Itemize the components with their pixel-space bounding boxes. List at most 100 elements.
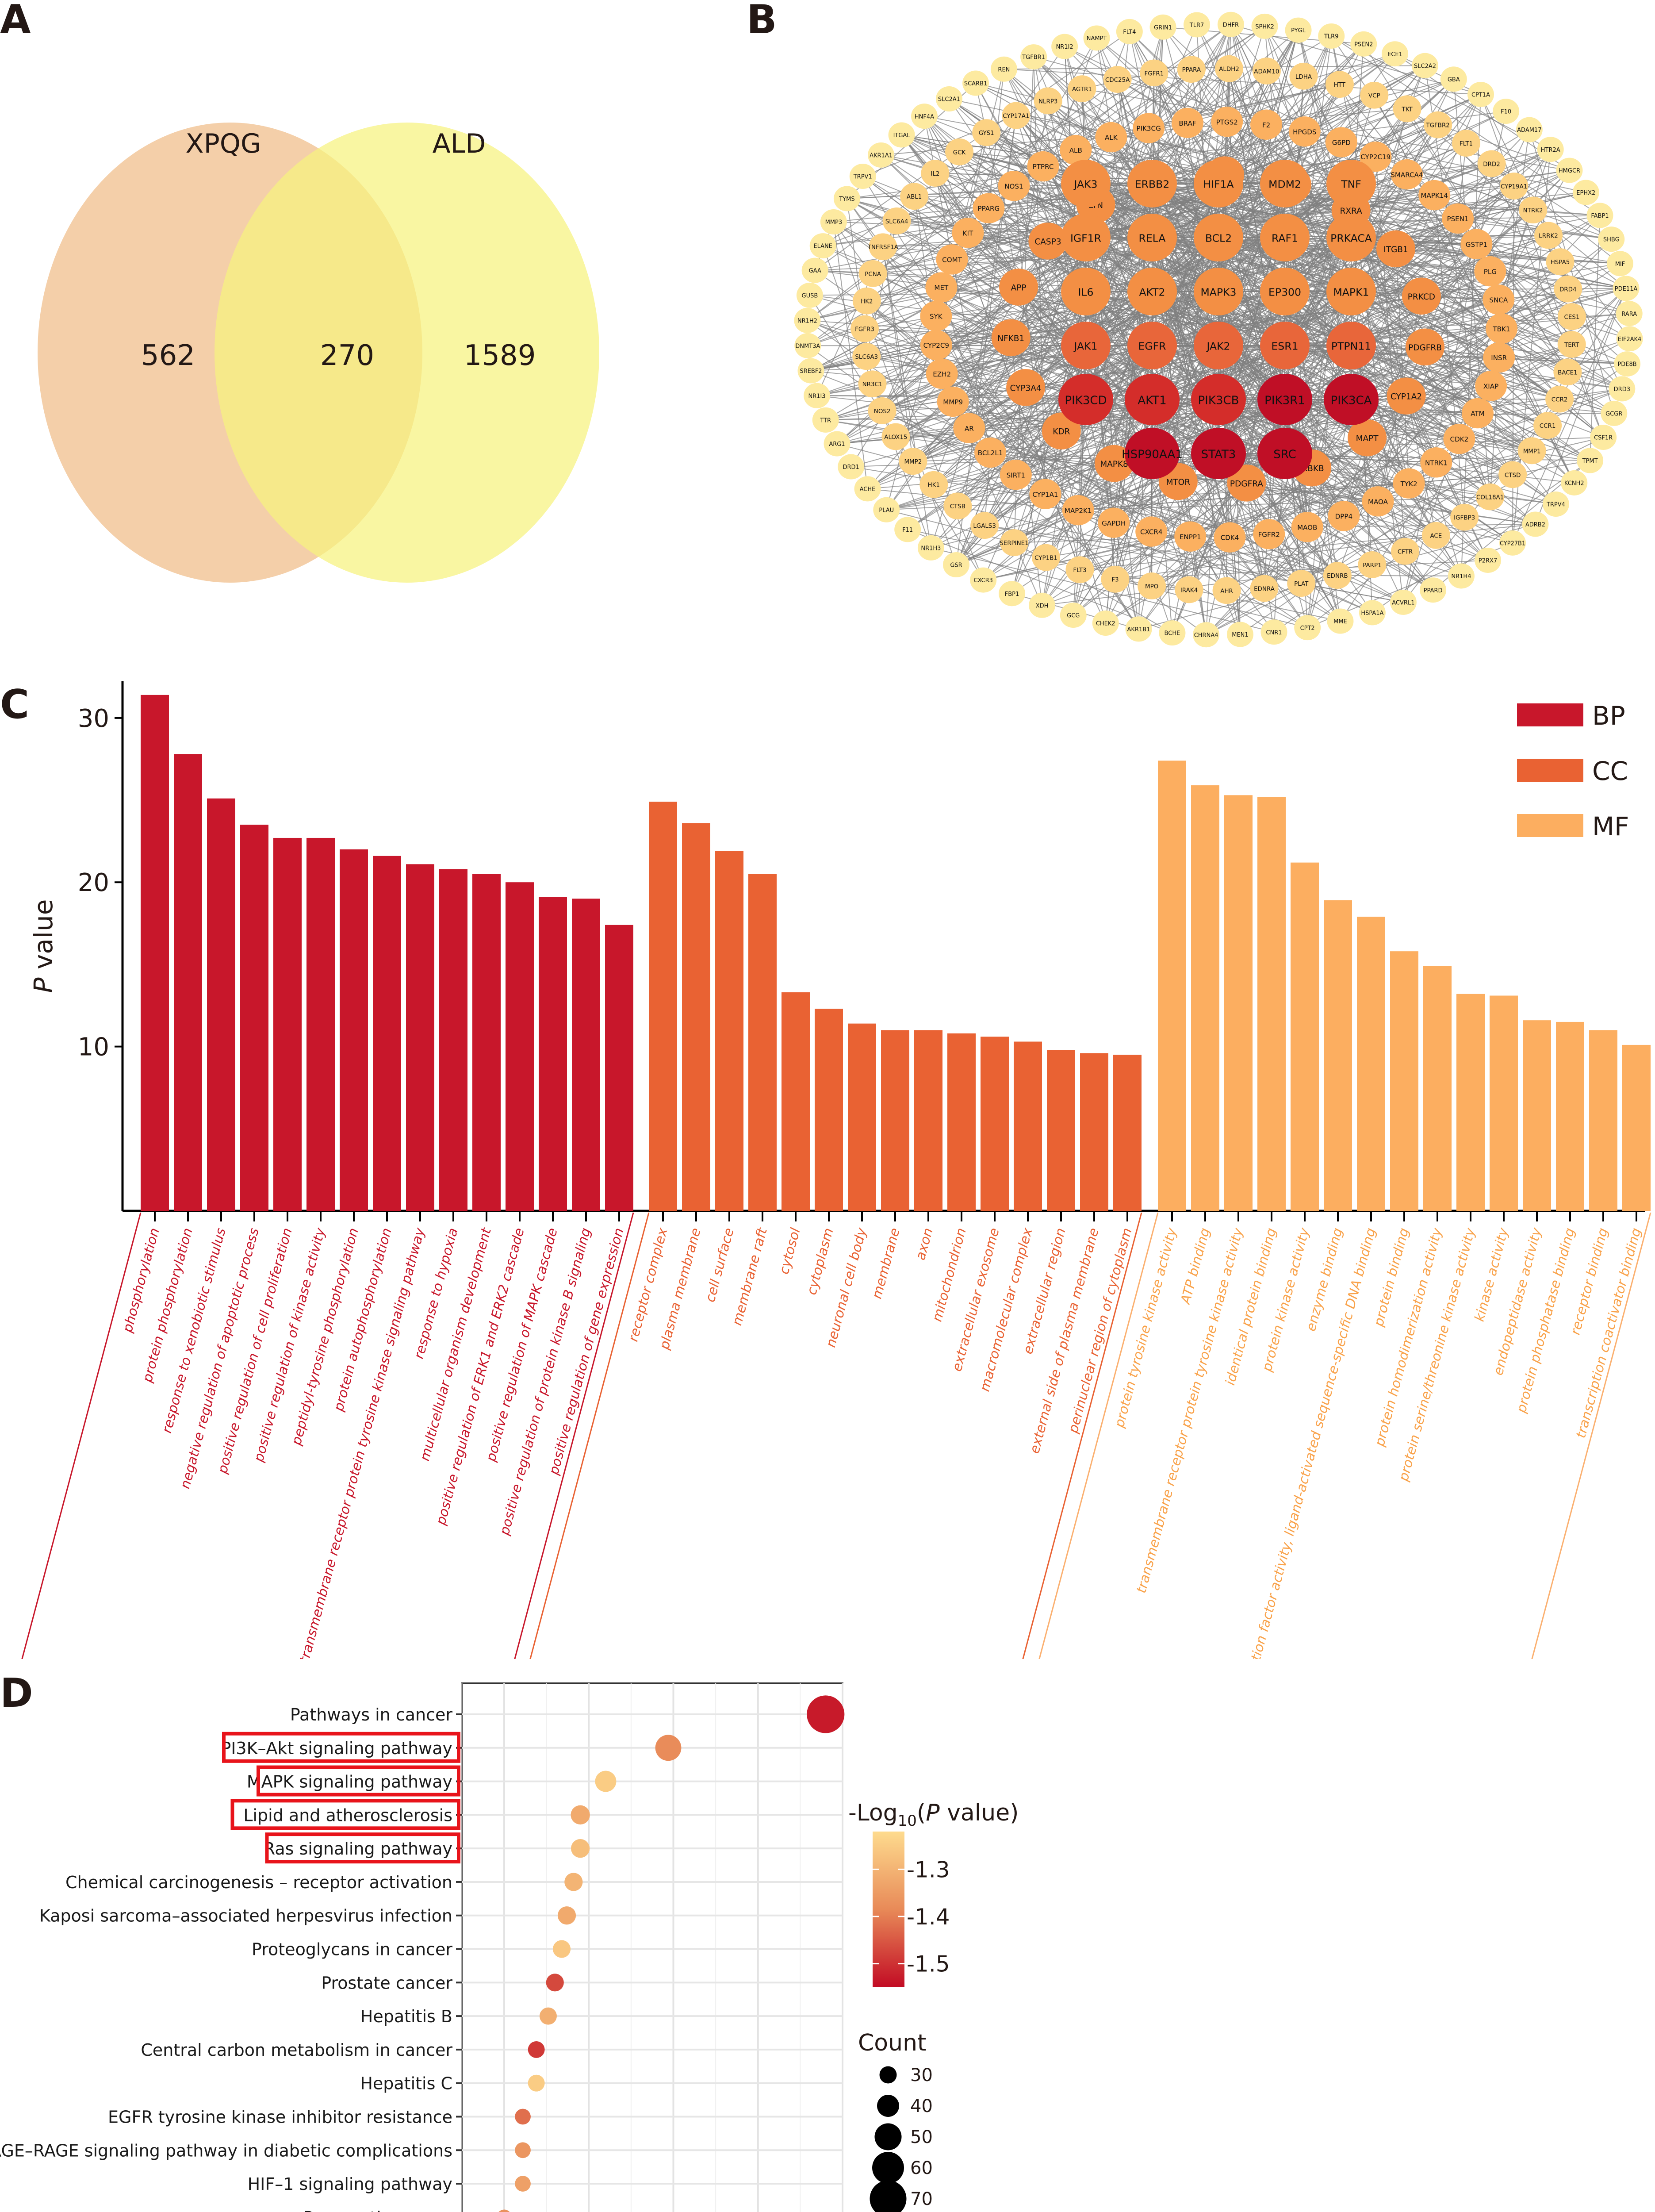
bar-bp bbox=[572, 899, 600, 1211]
bar-cc bbox=[682, 823, 710, 1211]
network-node-circle bbox=[1031, 544, 1060, 571]
bar-cc bbox=[1014, 1041, 1042, 1211]
network-node: PDGFRB bbox=[1406, 328, 1445, 366]
network-edge bbox=[1018, 100, 1049, 288]
network-node: NLRP3 bbox=[1034, 87, 1062, 115]
network-node-label: CYP1B1 bbox=[1034, 555, 1057, 562]
network-node-circle bbox=[1260, 619, 1287, 645]
network-edge bbox=[1590, 215, 1601, 461]
bar-cc bbox=[1047, 1050, 1075, 1211]
bar-cc bbox=[1080, 1053, 1108, 1211]
network-edge bbox=[1115, 535, 1437, 580]
network-node-circle bbox=[1191, 374, 1246, 425]
network-node-label: FGFR3 bbox=[855, 326, 874, 333]
network-node-circle bbox=[1586, 203, 1613, 228]
network-node: SRC bbox=[1257, 428, 1312, 479]
panel-d-label: D bbox=[0, 1670, 33, 1717]
network-node-label: CHEK2 bbox=[1096, 621, 1115, 627]
network-node-label: PTPN11 bbox=[1331, 340, 1371, 353]
network-node-label: F3 bbox=[1111, 577, 1119, 584]
network-node-label: CYP2C19 bbox=[1360, 153, 1391, 161]
network-node-circle bbox=[990, 56, 1017, 82]
x-tick-label: ATP binding bbox=[1178, 1226, 1213, 1306]
network-node-label: ABL1 bbox=[907, 194, 922, 200]
network-node-label: KCNH2 bbox=[1564, 480, 1584, 487]
network-edge bbox=[862, 176, 1086, 346]
network-node-circle bbox=[1061, 160, 1111, 207]
network-node-label: JAK2 bbox=[1206, 340, 1230, 353]
network-node-label: REN bbox=[998, 66, 1010, 73]
pathway-label: EGFR tyrosine kinase inhibitor resistanc… bbox=[108, 2107, 452, 2127]
network-node: IGFBP3 bbox=[1450, 503, 1479, 531]
bar-bp bbox=[174, 754, 202, 1211]
network-edge bbox=[1015, 474, 1338, 576]
network-node: PPARD bbox=[1420, 577, 1447, 603]
network-node: CSF1R bbox=[1590, 425, 1617, 450]
network-node: TGFBR1 bbox=[1020, 44, 1047, 70]
network-edge bbox=[942, 263, 1621, 374]
network-node-circle bbox=[1194, 322, 1243, 369]
network-node-circle bbox=[1614, 351, 1641, 377]
bubble-point bbox=[571, 1805, 590, 1825]
network-node: AGTR1 bbox=[1068, 75, 1096, 103]
network-node: AR bbox=[953, 413, 985, 443]
venn-diagram: XPQG ALD 562 270 1589 bbox=[38, 123, 599, 583]
network-node-label: PDGFRB bbox=[1408, 343, 1442, 353]
network-node-label: MAPT bbox=[1356, 434, 1379, 443]
network-node-circle bbox=[852, 287, 881, 315]
network-node-label: CXCR3 bbox=[974, 577, 993, 584]
network-node-label: ENPP1 bbox=[1180, 533, 1201, 541]
network-node-circle bbox=[920, 301, 952, 331]
pathway-label: Chemical carcinogenesis – receptor activ… bbox=[65, 1873, 452, 1892]
network-node: LGALS3 bbox=[970, 512, 999, 539]
network-node: PYGL bbox=[1285, 17, 1312, 43]
network-node-circle bbox=[1448, 563, 1475, 589]
network-node-label: TTR bbox=[820, 417, 831, 424]
network-node-circle bbox=[1000, 529, 1028, 557]
network-node: ADAM10 bbox=[1252, 58, 1281, 84]
network-node: ACVRL1 bbox=[1390, 589, 1417, 615]
network-node: TNF bbox=[1326, 160, 1376, 207]
network-node-circle bbox=[1326, 268, 1376, 315]
network-node-label: DHFR bbox=[1223, 22, 1239, 28]
bar-mf bbox=[1423, 966, 1452, 1211]
network-node-label: ALOX15 bbox=[884, 434, 907, 441]
network-node-circle bbox=[1127, 322, 1177, 369]
size-legend-dot bbox=[870, 2180, 907, 2212]
kegg-bubble-chart: 1015202530Enrichment Pathways in cancerP… bbox=[0, 1682, 1019, 2212]
network-node: NOS1 bbox=[998, 170, 1030, 201]
network-node-label: IL2 bbox=[931, 171, 939, 177]
ppi-network: DHFR SPHK2 PYGL TLR9 PSEN2 ECE1 SLC2A2 GBA CPT1A… bbox=[794, 12, 1643, 648]
network-node-circle bbox=[1133, 113, 1165, 143]
network-node: ADAM17 bbox=[1516, 117, 1543, 142]
network-node-label: MPO bbox=[1145, 584, 1158, 590]
network-node: ALK bbox=[1095, 122, 1127, 153]
network-node-circle bbox=[945, 138, 974, 165]
bar-bp bbox=[406, 864, 434, 1211]
network-edge bbox=[1218, 291, 1548, 426]
pathway-label: AGE–RAGE signaling pathway in diabetic c… bbox=[0, 2141, 452, 2160]
network-edge bbox=[1230, 24, 1267, 125]
network-node: MAP2K1 bbox=[1062, 495, 1094, 526]
network-node-circle bbox=[1002, 102, 1031, 129]
network-node-label: AGTR1 bbox=[1072, 86, 1092, 93]
size-legend-label: 60 bbox=[910, 2158, 933, 2178]
bar-cc bbox=[782, 992, 810, 1211]
network-node-circle bbox=[1360, 81, 1389, 109]
network-node-circle bbox=[1065, 556, 1094, 584]
network-node: EGFR bbox=[1127, 322, 1177, 369]
network-node-label: FLT1 bbox=[1460, 141, 1473, 147]
network-node-label: SLC6A3 bbox=[855, 354, 878, 361]
network-node: PTPN11 bbox=[1326, 322, 1376, 369]
network-node-circle bbox=[1227, 464, 1266, 502]
network-node: ADRB2 bbox=[1522, 511, 1549, 537]
network-node: EPHX2 bbox=[1572, 180, 1599, 205]
network-node-circle bbox=[1420, 447, 1452, 478]
network-node-label: RXRA bbox=[1340, 207, 1363, 216]
network-edge bbox=[866, 300, 984, 580]
network-edge bbox=[822, 246, 931, 548]
network-node-label: TGFBR1 bbox=[1022, 54, 1045, 61]
network-node: CYP1B1 bbox=[1031, 544, 1060, 571]
network-node-label: PRKACA bbox=[1330, 232, 1372, 245]
network-node-label: HPGDS bbox=[1293, 128, 1316, 136]
